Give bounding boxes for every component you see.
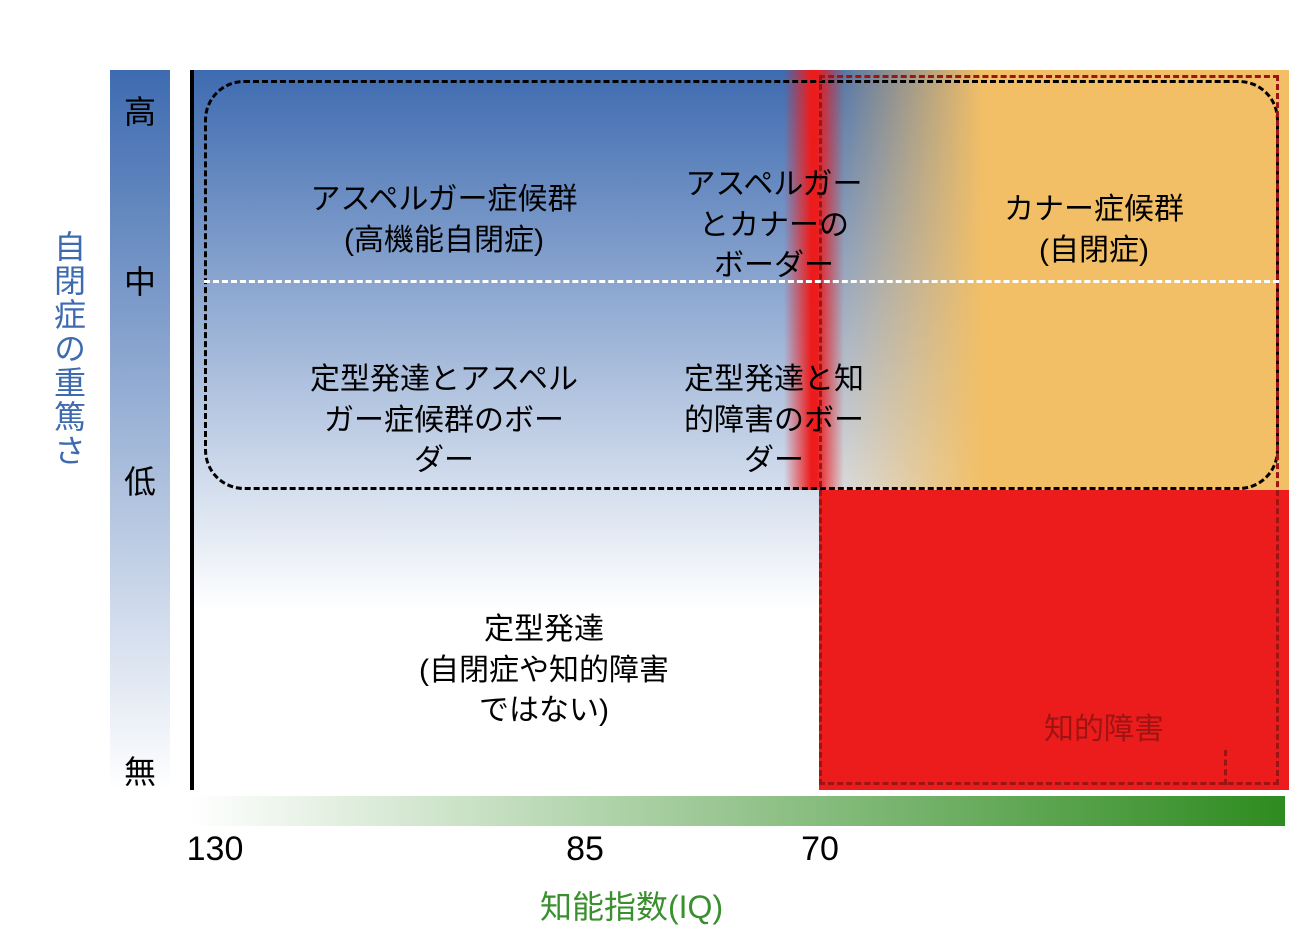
dashed-red-vline <box>1224 750 1227 785</box>
y-axis-bar <box>110 70 170 790</box>
plot-area: アスペルガー症候群 (高機能自閉症)アスペルガー とカナーの ボーダーカナー症候… <box>190 70 1285 790</box>
y-axis-title: 自閉症の重篤さ <box>45 230 91 468</box>
region-asperger: アスペルガー症候群 (高機能自閉症) <box>234 180 654 261</box>
chart-container: 自閉症の重篤さ 高中低無 アスペルガー症候群 (高機能自閉症)アスペルガー とカ… <box>0 0 1305 927</box>
x-tick: 70 <box>801 830 839 869</box>
region-id: 知的障害 <box>974 710 1234 751</box>
y-tick: 無 <box>110 747 170 793</box>
x-axis-bar <box>190 796 1285 826</box>
x-axis-title: 知能指数(IQ) <box>540 882 723 928</box>
y-tick: 低 <box>110 457 170 503</box>
region-nt_id: 定型発達と知 的障害のボー ダー <box>654 360 894 482</box>
y-tick: 高 <box>110 87 170 133</box>
x-tick: 85 <box>566 830 604 869</box>
region-nt_asp: 定型発達とアスペル ガー症候群のボー ダー <box>234 360 654 482</box>
region-asp_kanner: アスペルガー とカナーの ボーダー <box>654 165 894 287</box>
region-kanner: カナー症候群 (自閉症) <box>934 190 1254 271</box>
x-tick: 130 <box>187 830 244 869</box>
y-tick: 中 <box>110 257 170 303</box>
region-nt: 定型発達 (自閉症や知的障害 ではない) <box>334 610 754 732</box>
